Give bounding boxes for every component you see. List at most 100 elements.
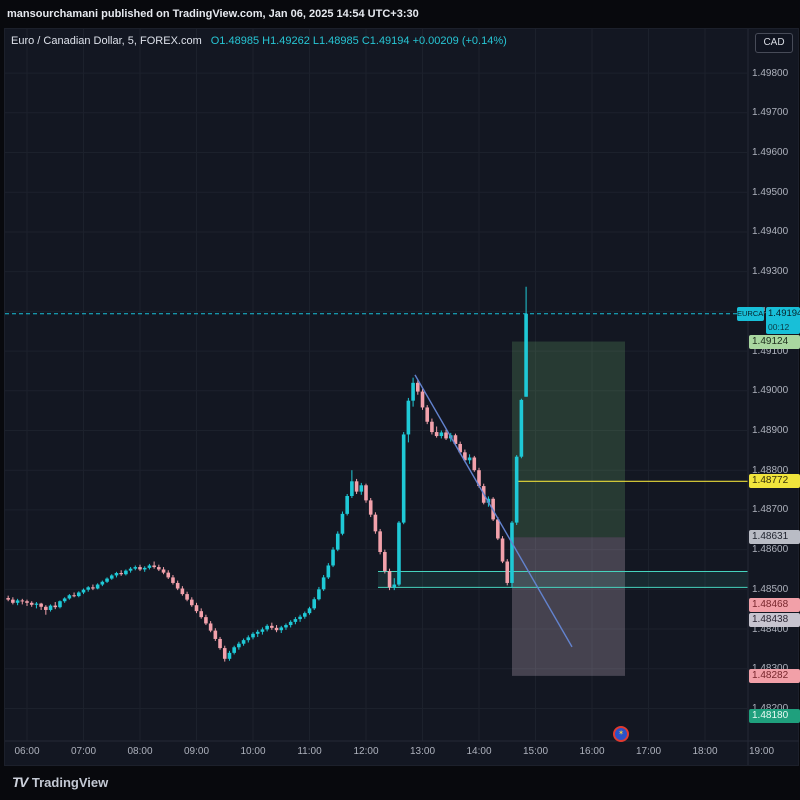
time-axis-label: 14:00: [466, 746, 492, 757]
trendline: [414, 374, 573, 648]
candle-body: [133, 567, 138, 569]
candle-body: [312, 599, 317, 609]
candle-body: [326, 565, 331, 578]
candle-body: [62, 598, 67, 602]
time-axis-label: 19:00: [748, 746, 775, 757]
price-axis-label: 1.48800: [752, 464, 789, 476]
price-axis-label: 1.48700: [752, 504, 789, 516]
chart-legend[interactable]: Euro / Canadian Dollar, 5, FOREX.com O1.…: [11, 33, 507, 49]
candle-body: [425, 407, 430, 422]
candle-body: [430, 421, 434, 433]
candle-body: [307, 608, 312, 614]
ohlc-values: O1.48985 H1.49262 L1.48985 C1.49194 +0.0…: [210, 35, 507, 47]
candle-body: [364, 485, 368, 501]
candle-body: [401, 434, 406, 523]
candle-body: [317, 589, 321, 600]
candle-body: [72, 595, 76, 597]
time-axis-label: 10:00: [240, 746, 266, 757]
bar-countdown: 00:12: [768, 321, 790, 332]
bottom-strip: [0, 766, 800, 800]
candle-body: [524, 313, 528, 397]
candle-body: [194, 605, 199, 612]
candle-body: [119, 573, 123, 575]
time-axis[interactable]: 06:00 07:00 08:00 09:00 10:00 11:00 12:00 13:00…: [0, 0, 776, 800]
candle-body: [241, 640, 246, 644]
candle-body: [260, 629, 265, 632]
current-price-value: 1.49194: [768, 307, 800, 319]
candle-body: [255, 631, 260, 634]
eu-stars-glyph: ✶: [618, 730, 624, 737]
current-price-tag: 1.49194 00:12: [766, 306, 800, 334]
top-strip: [0, 0, 800, 28]
candle-body: [467, 457, 472, 461]
time-axis-label: 09:00: [183, 746, 210, 757]
candle-body: [185, 594, 189, 600]
candle-body: [496, 519, 500, 539]
candle-body: [477, 470, 481, 487]
candle-body: [463, 452, 467, 461]
candle-body: [175, 582, 180, 589]
candle-body: [302, 613, 307, 617]
time-axis-label: 18:00: [692, 746, 718, 757]
candle-body: [354, 481, 359, 492]
price-axis-label: 1.48400: [752, 623, 789, 635]
candle-body: [138, 567, 142, 570]
tradingview-logo-mark-icon: TV: [12, 774, 28, 790]
time-axis-label: 06:00: [14, 746, 40, 757]
price-axis-label: 1.48600: [752, 544, 789, 556]
candle-body: [58, 601, 62, 608]
price-level-tag: 1.48468: [749, 598, 800, 613]
candle-body: [25, 601, 29, 603]
price-axis-label: 1.49400: [752, 226, 789, 238]
price-level-tag: 1.48631: [749, 530, 800, 545]
candle-body: [67, 595, 72, 599]
candle-body: [48, 605, 53, 610]
candle-body: [270, 625, 274, 628]
long-position-profit-zone: [512, 341, 625, 538]
chart-pane[interactable]: [4, 28, 799, 766]
candle-body: [392, 584, 397, 588]
candle-body: [274, 627, 279, 631]
price-axis-label: 1.49000: [752, 385, 789, 397]
price-axis-label: 1.49700: [752, 107, 789, 119]
candle-body: [152, 565, 156, 568]
candle-body: [218, 638, 222, 649]
candle-body: [444, 432, 448, 439]
current-price-symbol-tag: EURCAD: [737, 306, 769, 321]
candle-body: [415, 382, 420, 392]
price-level-tag: 1.48180: [749, 709, 800, 724]
candle-body: [500, 538, 505, 562]
time-axis-label: 15:00: [522, 746, 549, 757]
candle-body: [288, 621, 293, 626]
candle-body: [298, 616, 302, 620]
time-axis-label: 08:00: [127, 746, 153, 757]
publish-attribution-text: mansourchamani published on TradingView.…: [7, 8, 419, 20]
candle-body: [345, 495, 349, 514]
candle-body: [189, 599, 194, 606]
candle-body: [180, 588, 185, 595]
candle-body: [39, 603, 43, 607]
currency-cad-button[interactable]: CAD: [755, 33, 793, 53]
economic-event-eu-flag-icon[interactable]: ✶: [613, 726, 629, 742]
price-axis-label: 1.48500: [752, 583, 789, 595]
candle-body: [34, 603, 39, 605]
candle-body: [6, 598, 10, 600]
symbol-title[interactable]: Euro / Canadian Dollar, 5, FOREX.com: [11, 35, 202, 47]
candle-body: [510, 522, 514, 583]
time-axis-label: 07:00: [70, 746, 97, 757]
candle-body: [15, 600, 20, 603]
price-axis-label: 1.48900: [752, 424, 789, 436]
candle-body: [350, 481, 354, 496]
candle-body: [157, 567, 161, 570]
candle-body: [105, 578, 109, 582]
candle-body: [232, 647, 236, 653]
price-axis-label: 1.48200: [752, 702, 788, 715]
candle-body: [411, 382, 415, 401]
candle-body: [142, 567, 147, 570]
candle-body: [279, 627, 284, 631]
tradingview-logo[interactable]: TV TradingView: [12, 771, 108, 793]
price-axis-label: 1.49100: [752, 345, 789, 357]
candle-body: [100, 581, 105, 585]
candle-body: [147, 565, 152, 568]
